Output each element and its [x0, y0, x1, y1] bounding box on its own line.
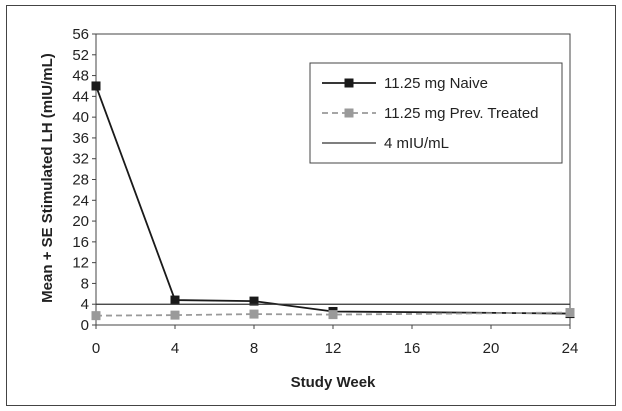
y-tick-label: 36 [72, 130, 89, 147]
y-tick-label: 52 [72, 47, 89, 64]
series-1-point [328, 310, 338, 320]
y-tick-label: 48 [72, 68, 89, 85]
x-tick-label: 12 [325, 340, 342, 357]
legend: 11.25 mg Naive 11.25 mg Prev. Treated 4 mI… [309, 62, 563, 164]
x-tick-label: 24 [562, 340, 579, 357]
series-1-point [249, 309, 259, 319]
y-tick-label: 12 [72, 255, 89, 272]
legend-swatch-marker [344, 108, 354, 118]
x-tick-label: 20 [483, 340, 500, 357]
y-tick-label: 20 [72, 213, 89, 230]
y-tick-label: 44 [72, 88, 89, 105]
series-1-point [565, 308, 575, 318]
series-1-point [91, 311, 101, 321]
series-1-point [170, 310, 180, 320]
series-0-point [91, 81, 101, 91]
legend-swatch-marker [344, 78, 354, 88]
legend-label: 11.25 mg Prev. Treated [384, 105, 539, 122]
legend-label: 11.25 mg Naive [384, 75, 488, 92]
x-tick-label: 8 [250, 340, 258, 357]
series-0-point [249, 296, 259, 306]
y-tick-label: 16 [72, 234, 89, 251]
x-tick-label: 4 [171, 340, 179, 357]
y-tick-label: 8 [81, 275, 89, 292]
y-tick-label: 32 [72, 151, 89, 168]
y-tick-label: 40 [72, 109, 89, 126]
y-tick-label: 0 [81, 317, 89, 334]
y-tick-label: 28 [72, 172, 89, 189]
x-tick-label: 0 [92, 340, 100, 357]
y-tick-label: 24 [72, 192, 89, 209]
y-tick-label: 56 [72, 26, 89, 43]
x-tick-label: 16 [404, 340, 421, 357]
series-0-point [170, 295, 180, 305]
legend-label: 4 mIU/mL [384, 135, 449, 152]
y-axis-title: Mean + SE Stimulated LH (mIU/mL) [39, 53, 56, 303]
series-line-1 [95, 311, 571, 317]
x-axis-title: Study Week [291, 374, 376, 391]
y-tick-label: 4 [81, 296, 89, 313]
